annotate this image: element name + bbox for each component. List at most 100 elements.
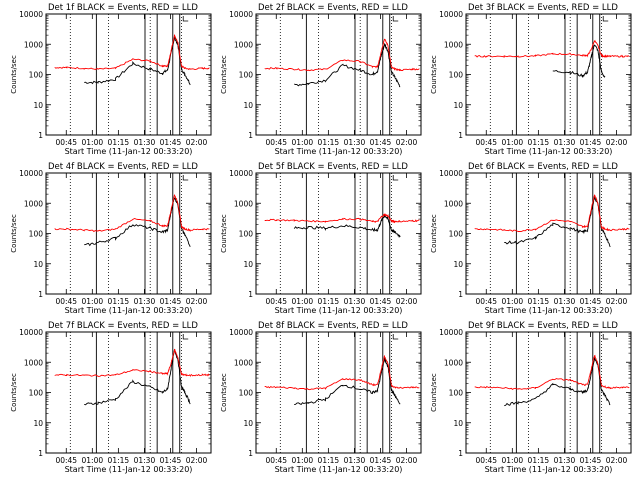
x-tick-label: 00:45	[265, 138, 287, 147]
x-tick-label: 01:00	[292, 297, 314, 306]
x-tick-label: 01:00	[502, 456, 524, 465]
x-tick-label: 00:45	[55, 138, 77, 147]
bracket-mark	[602, 175, 609, 181]
x-axis-label: Start Time (11-Jan-12 00:33:20)	[65, 147, 193, 156]
y-tick-label: 10	[33, 260, 43, 269]
y-axis-label: Counts/sec	[10, 373, 18, 412]
y-tick-label: 100	[29, 230, 44, 239]
x-tick-label: 01:45	[160, 138, 182, 147]
x-tick-label: 02:00	[396, 138, 418, 147]
y-tick-label: 1	[248, 449, 253, 458]
x-axis-label: Start Time (11-Jan-12 00:33:20)	[275, 147, 403, 156]
x-tick-label: 00:45	[475, 297, 497, 306]
y-axis-label: Counts/sec	[10, 214, 18, 253]
y-tick-label: 100	[449, 389, 464, 398]
y-axis-label: Counts/sec	[430, 214, 438, 253]
panel-det-4f: Det 4f BLACK = Events, RED = LLD 1 10 100 10…	[10, 162, 212, 315]
bracket-mark	[602, 334, 609, 340]
events-series-line	[504, 195, 611, 248]
y-tick-label: 1000	[24, 40, 43, 49]
y-tick-label: 10000	[19, 169, 43, 178]
events-series-line	[293, 214, 401, 238]
x-tick-label: 01:45	[580, 138, 602, 147]
y-tick-label: 10	[453, 419, 463, 428]
lld-series-line	[54, 194, 210, 233]
x-tick-label: 01:45	[580, 297, 602, 306]
y-axis-label: Counts/sec	[220, 214, 228, 253]
y-tick-label: 100	[29, 389, 44, 398]
y-tick-label: 1	[38, 131, 43, 140]
plot-frame	[465, 331, 632, 454]
panel-title: Det 7f BLACK = Events, RED = LLD	[48, 321, 198, 331]
y-tick-label: 1000	[444, 40, 463, 49]
y-tick-label: 1000	[444, 358, 463, 367]
y-tick-label: 1000	[234, 40, 253, 49]
y-tick-label: 10000	[439, 328, 463, 337]
panel-title: Det 4f BLACK = Events, RED = LLD	[48, 162, 198, 172]
x-tick-label: 01:45	[370, 138, 392, 147]
x-tick-label: 01:00	[502, 297, 524, 306]
y-axis-label: Counts/sec	[220, 55, 228, 94]
plot-frame	[465, 172, 632, 295]
x-tick-label: 01:30	[344, 456, 366, 465]
y-tick-label: 100	[449, 230, 464, 239]
bracket-mark	[392, 334, 399, 340]
events-series-line	[84, 36, 191, 86]
x-tick-label: 01:45	[160, 297, 182, 306]
panel-title: Det 2f BLACK = Events, RED = LLD	[258, 3, 408, 13]
events-series-line	[84, 349, 191, 406]
plot-frame	[45, 331, 212, 454]
y-tick-label: 10000	[19, 10, 43, 19]
y-tick-label: 1	[38, 290, 43, 299]
x-tick-label: 00:45	[265, 297, 287, 306]
y-axis-label: Counts/sec	[430, 55, 438, 94]
lld-series-line	[474, 39, 630, 59]
x-tick-label: 01:30	[134, 297, 156, 306]
y-tick-label: 10	[33, 419, 43, 428]
x-tick-label: 02:00	[396, 297, 418, 306]
x-axis-label: Start Time (11-Jan-12 00:33:20)	[275, 306, 403, 315]
y-tick-label: 1000	[24, 358, 43, 367]
x-tick-label: 01:15	[108, 456, 130, 465]
bracket-mark	[392, 16, 399, 22]
x-tick-label: 00:45	[475, 138, 497, 147]
x-tick-label: 01:15	[528, 456, 550, 465]
y-tick-label: 10000	[229, 10, 253, 19]
y-tick-label: 1	[38, 449, 43, 458]
x-axis-label: Start Time (11-Jan-12 00:33:20)	[275, 465, 403, 474]
panel-det-8f: Det 8f BLACK = Events, RED = LLD 1 10 100 10…	[220, 321, 422, 474]
x-tick-label: 01:15	[108, 297, 130, 306]
x-tick-label: 01:45	[370, 456, 392, 465]
lld-series-line	[474, 354, 630, 390]
y-tick-label: 1000	[234, 199, 253, 208]
x-tick-label: 01:30	[344, 297, 366, 306]
x-tick-label: 01:30	[554, 297, 576, 306]
y-tick-label: 100	[239, 230, 254, 239]
panel-title: Det 9f BLACK = Events, RED = LLD	[468, 321, 618, 331]
lld-series-line	[264, 213, 420, 224]
x-tick-label: 01:15	[318, 456, 340, 465]
x-tick-label: 01:00	[292, 456, 314, 465]
x-tick-label: 01:00	[292, 138, 314, 147]
events-series-line	[294, 356, 401, 405]
x-tick-label: 01:00	[82, 297, 104, 306]
y-tick-label: 10	[243, 419, 253, 428]
events-series-line	[552, 44, 606, 79]
y-tick-label: 10	[243, 101, 253, 110]
y-tick-label: 1000	[234, 358, 253, 367]
events-series-line	[84, 197, 191, 247]
y-tick-label: 10000	[229, 169, 253, 178]
x-tick-label: 01:30	[134, 456, 156, 465]
x-axis-label: Start Time (11-Jan-12 00:33:20)	[65, 306, 193, 315]
lld-series-line	[474, 194, 630, 233]
panel-det-5f: Det 5f BLACK = Events, RED = LLD 1 10 100 10…	[220, 162, 422, 315]
bracket-mark	[182, 16, 189, 22]
panel-title: Det 3f BLACK = Events, RED = LLD	[468, 3, 618, 13]
y-tick-label: 100	[239, 71, 254, 80]
y-axis-label: Counts/sec	[10, 55, 18, 94]
x-tick-label: 01:45	[580, 456, 602, 465]
plot-frame	[255, 331, 422, 454]
bracket-mark	[602, 16, 609, 22]
y-axis-label: Counts/sec	[220, 373, 228, 412]
